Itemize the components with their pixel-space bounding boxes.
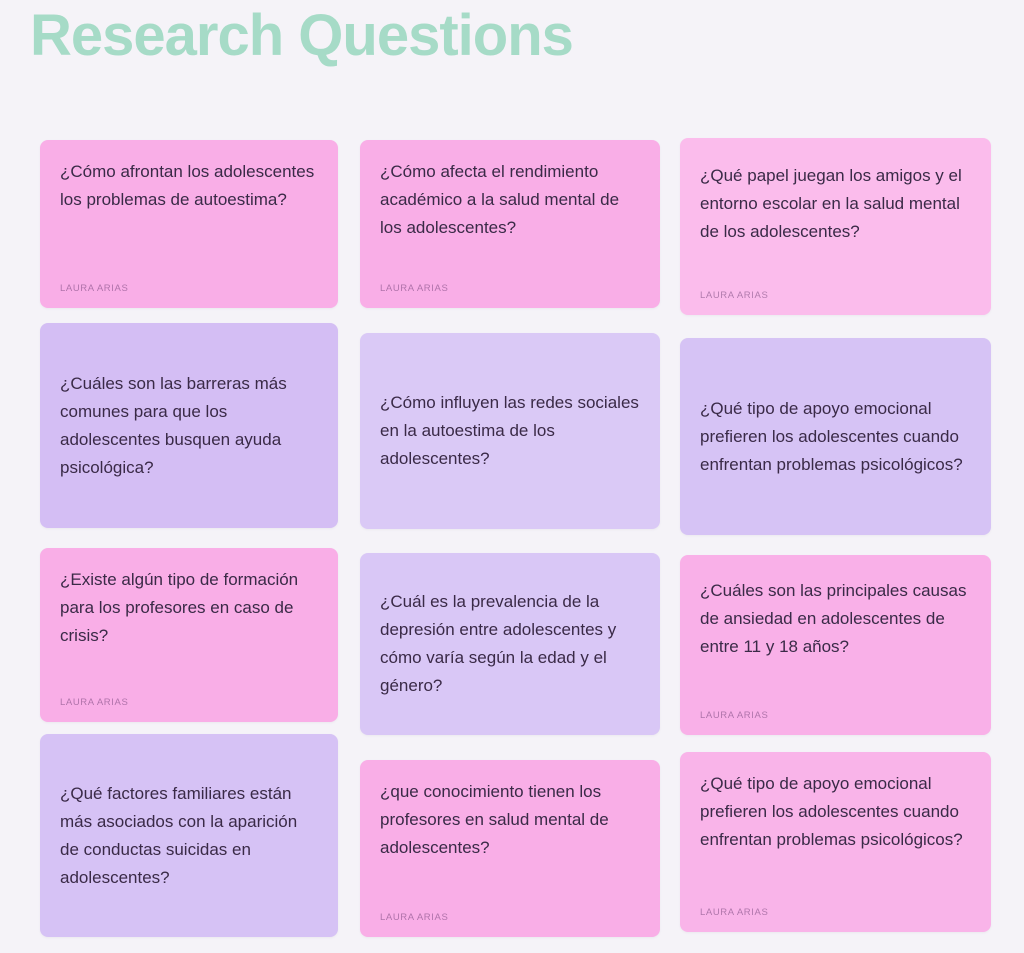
sticky-note[interactable]: ¿Qué papel juegan los amigos y el entorn…	[680, 138, 991, 315]
note-author: LAURA ARIAS	[60, 697, 129, 708]
note-author: LAURA ARIAS	[700, 710, 769, 721]
note-text: ¿que conocimiento tienen los profesores …	[380, 782, 609, 857]
note-text: ¿Qué tipo de apoyo emocional prefieren l…	[700, 774, 963, 849]
note-text: ¿Cómo afecta el rendimiento académico a …	[380, 162, 620, 237]
note-text: ¿Cuáles son las barreras más comunes par…	[60, 373, 287, 477]
sticky-note[interactable]: ¿Cuáles son las principales causas de an…	[680, 555, 991, 735]
sticky-note[interactable]: ¿Cómo influyen las redes sociales en la …	[360, 333, 660, 529]
note-text: ¿Qué factores familiares están más asoci…	[60, 783, 298, 887]
note-text: ¿Qué tipo de apoyo emocional prefieren l…	[700, 398, 963, 474]
note-author: LAURA ARIAS	[380, 283, 449, 294]
note-author: LAURA ARIAS	[700, 907, 769, 918]
sticky-note[interactable]: ¿Cuáles son las barreras más comunes par…	[40, 323, 338, 528]
sticky-note[interactable]: ¿Qué tipo de apoyo emocional prefieren l…	[680, 752, 991, 932]
note-author: LAURA ARIAS	[700, 290, 769, 301]
sticky-note[interactable]: ¿Qué factores familiares están más asoci…	[40, 734, 338, 937]
note-text: ¿Qué papel juegan los amigos y el entorn…	[700, 166, 962, 241]
sticky-note[interactable]: ¿Cuál es la prevalencia de la depresión …	[360, 553, 660, 735]
note-author: LAURA ARIAS	[60, 283, 129, 294]
note-text: ¿Cuál es la prevalencia de la depresión …	[380, 592, 617, 695]
note-text: ¿Cómo afrontan los adolescentes los prob…	[60, 162, 315, 209]
sticky-note[interactable]: ¿Cómo afecta el rendimiento académico a …	[360, 140, 660, 308]
note-text: ¿Cómo influyen las redes sociales en la …	[380, 393, 639, 468]
page-title: Research Questions	[30, 3, 574, 68]
sticky-note[interactable]: ¿Cómo afrontan los adolescentes los prob…	[40, 140, 338, 308]
note-text: ¿Cuáles son las principales causas de an…	[700, 581, 967, 656]
sticky-note[interactable]: ¿Qué tipo de apoyo emocional prefieren l…	[680, 338, 991, 535]
note-text: ¿Existe algún tipo de formación para los…	[60, 570, 299, 645]
note-author: LAURA ARIAS	[380, 912, 449, 923]
sticky-note[interactable]: ¿que conocimiento tienen los profesores …	[360, 760, 660, 937]
sticky-note[interactable]: ¿Existe algún tipo de formación para los…	[40, 548, 338, 722]
